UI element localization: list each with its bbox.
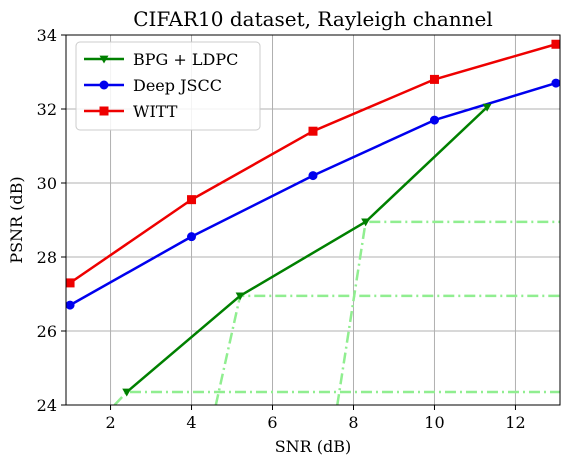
data-point-deep-jscc <box>429 115 439 125</box>
y-tick-label: 32 <box>37 100 57 119</box>
y-tick-label: 28 <box>37 248 57 267</box>
data-point-witt <box>65 278 75 288</box>
reference-line <box>336 220 560 405</box>
data-point-witt <box>187 195 197 205</box>
y-tick-label: 34 <box>37 26 57 45</box>
markers <box>65 39 561 397</box>
y-tick-label: 26 <box>37 322 57 341</box>
data-point-deep-jscc <box>187 232 197 242</box>
reference-line <box>214 294 560 405</box>
x-tick-label: 8 <box>348 413 358 432</box>
chart-title: CIFAR10 dataset, Rayleigh channel <box>133 7 493 31</box>
data-point-deep-jscc <box>551 78 561 88</box>
legend-marker-deep-jscc <box>99 80 109 90</box>
reference-lines <box>113 220 560 405</box>
x-tick-label: 6 <box>267 413 277 432</box>
reference-line <box>113 390 560 405</box>
legend-marker-witt <box>99 106 109 116</box>
data-point-bpg-ldpc <box>361 218 371 227</box>
series-line-bpg-ldpc <box>125 106 488 394</box>
data-point-witt <box>308 126 318 136</box>
x-tick-label: 2 <box>105 413 115 432</box>
x-axis-label: SNR (dB) <box>275 437 352 456</box>
data-point-witt <box>429 74 439 84</box>
plot-frame <box>65 34 561 406</box>
data-point-bpg-ldpc <box>235 292 245 301</box>
legend-label-witt: WITT <box>133 102 178 121</box>
data-point-witt <box>551 39 561 49</box>
x-tick-label: 12 <box>505 413 525 432</box>
data-point-bpg-ldpc <box>122 388 132 397</box>
legend-marker-bpg-ldpc <box>99 55 109 64</box>
legend-label-deep-jscc: Deep JSCC <box>133 76 222 95</box>
y-tick-label: 30 <box>37 174 57 193</box>
data-point-bpg-ldpc <box>482 103 492 112</box>
data-point-deep-jscc <box>65 300 75 310</box>
legend: BPG + LDPC Deep JSCC WITT <box>75 41 261 131</box>
x-tick-label: 10 <box>424 413 444 432</box>
x-tick-label: 4 <box>186 413 196 432</box>
legend-label-bpg-ldpc: BPG + LDPC <box>133 50 238 69</box>
legend-box <box>75 41 261 131</box>
data-point-deep-jscc <box>308 171 318 181</box>
y-tick-label: 24 <box>37 396 57 415</box>
y-axis-label: PSNR (dB) <box>7 176 26 263</box>
